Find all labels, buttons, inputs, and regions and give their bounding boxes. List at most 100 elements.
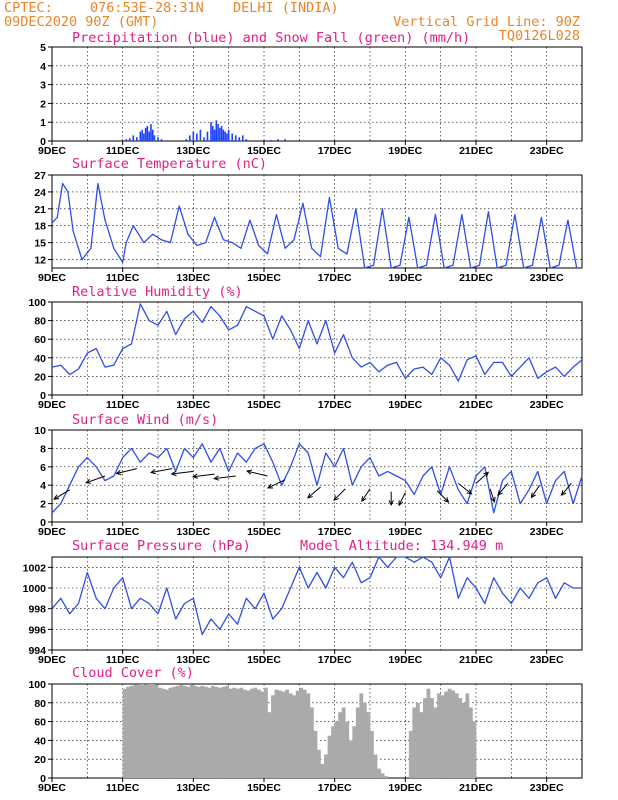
y-tick-label: 994 (28, 645, 46, 657)
x-tick-label: 11DEC (106, 399, 140, 411)
cloud-bar (440, 695, 445, 778)
wind-arrow (266, 479, 286, 489)
cloud-bar (175, 685, 180, 778)
series-line (51, 182, 578, 269)
bar-precip (220, 125, 223, 141)
y-tick-label: 1000 (23, 583, 47, 595)
x-tick-label: 19DEC (388, 145, 422, 157)
cloud-bar (341, 707, 346, 778)
x-tick-label: 23DEC (530, 145, 564, 157)
cloud-bar (334, 721, 339, 778)
bar-precip (144, 127, 147, 141)
cloud-bar (313, 731, 318, 778)
y-tick-label: 0 (40, 773, 46, 785)
cloud-bar (451, 690, 456, 778)
x-tick-label: 23DEC (530, 782, 564, 794)
x-tick-label: 21DEC (459, 145, 493, 157)
x-tick-label: 17DEC (318, 526, 352, 538)
y-tick-label: 10 (34, 425, 46, 437)
wind-arrow (53, 489, 70, 500)
cloud-bar (140, 684, 145, 778)
cloud-bar (158, 687, 162, 778)
x-tick-label: 17DEC (318, 399, 352, 411)
bar-precip (139, 131, 142, 141)
bar-precip (125, 139, 127, 141)
cloud-bar (458, 698, 463, 778)
panel-title: Surface Temperature (nC) (72, 156, 267, 172)
x-tick-label: 19DEC (388, 782, 422, 794)
cloud-bar (271, 695, 275, 778)
cloud-bar (154, 684, 159, 778)
cloud-bar (232, 687, 237, 778)
series-line (51, 303, 583, 382)
bar-precip (226, 133, 228, 141)
bar-precip (199, 129, 202, 141)
y-tick-label: 40 (34, 735, 46, 747)
cloud-bar (253, 687, 258, 778)
cloud-bar (408, 731, 413, 778)
panel-5: 0 20 40 60 80 100 9DEC 11DEC 13DEC 15DEC 17DEC 19DE… (28, 665, 583, 794)
bar-precip (185, 139, 188, 141)
cloud-bar (447, 688, 452, 778)
x-tick-label: 21DEC (459, 399, 493, 411)
panel-0: 0 1 2 3 4 5 9DEC 11DEC 13DEC 15DEC 17DEC 19DEC 21DEC… (38, 30, 583, 157)
cloud-bar (373, 754, 378, 778)
plot-frame (51, 556, 583, 651)
plot-frame (51, 429, 583, 523)
cloud-bar (218, 687, 222, 778)
cloud-bar (331, 726, 335, 778)
cloud-bar (228, 688, 233, 778)
x-tick-label: 13DEC (176, 782, 210, 794)
bar-precip (141, 129, 143, 141)
x-tick-label: 19DEC (388, 654, 422, 666)
x-tick-label: 17DEC (318, 654, 352, 666)
x-tick-label: 15DEC (247, 526, 281, 538)
wind-arrow (213, 475, 236, 481)
x-tick-label: 19DEC (388, 399, 422, 411)
x-tick-label: 11DEC (106, 782, 140, 794)
y-tick-label: 40 (34, 353, 46, 365)
cloud-bar (292, 695, 297, 778)
cloud-bar (274, 689, 279, 778)
cloud-bar (249, 688, 254, 778)
bar-precip (153, 135, 156, 141)
cloud-bar (239, 687, 244, 778)
cloud-bar (461, 702, 466, 778)
wind-arrow (361, 488, 371, 503)
x-tick-label: 13DEC (176, 526, 210, 538)
wind-arrow (85, 475, 106, 484)
bar-precip (217, 124, 219, 141)
cloud-bar (370, 731, 374, 778)
panel-4: 994 996 998 1000 1002 9DEC 11DEC 13DEC 15DEC 17DE… (23, 538, 583, 666)
y-tick-label: 80 (34, 316, 46, 328)
wind-arrow (245, 469, 268, 477)
x-tick-label: 11DEC (106, 272, 140, 284)
cloud-bar (366, 712, 371, 778)
bar-precip (213, 129, 216, 141)
cloud-bar (147, 684, 152, 778)
cloud-bar (150, 684, 155, 778)
wind-arrow (560, 483, 572, 497)
bar-precip (215, 120, 218, 141)
cloud-bar (193, 685, 198, 778)
header-location: DELHI (INDIA) (233, 0, 339, 16)
x-tick-label: 15DEC (247, 145, 281, 157)
y-tick-label: 1 (40, 117, 46, 129)
cloud-bar (203, 686, 208, 778)
cloud-bar (186, 686, 191, 778)
x-tick-label: 13DEC (176, 399, 210, 411)
cloud-bar (214, 686, 219, 778)
cloud-bar (309, 707, 314, 778)
bar-precip (196, 133, 198, 141)
header: CPTEC: 076:53E-28:31N DELHI (INDIA) 09DE… (4, 0, 580, 44)
wind-arrow (398, 492, 406, 507)
cloud-bar (362, 702, 367, 778)
wind-arrow (307, 486, 321, 499)
bar-precip (136, 137, 138, 141)
wind-arrow (497, 483, 509, 497)
bar-precip (227, 129, 230, 141)
panel-title: Relative Humidity (%) (72, 284, 243, 300)
wind-arrow (149, 468, 173, 475)
cloud-bar (264, 687, 268, 778)
